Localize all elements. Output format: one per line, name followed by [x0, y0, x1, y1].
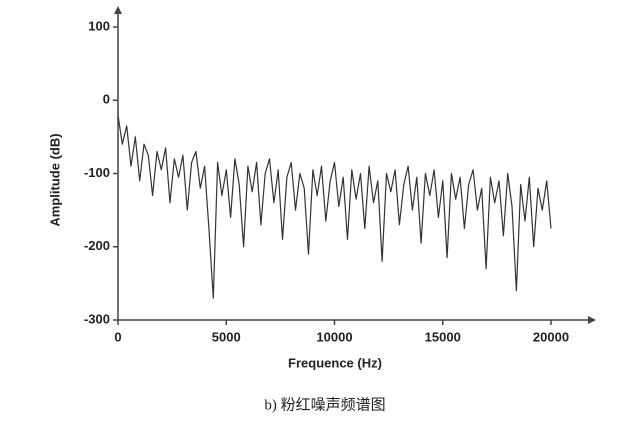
y-axis-title: Amplitude (dB)	[47, 133, 62, 226]
y-tick-label: -100	[84, 165, 110, 180]
x-tick-label: 20000	[533, 329, 569, 344]
x-tick-label: 0	[114, 329, 121, 344]
y-tick-label: 100	[88, 18, 110, 33]
x-tick-label: 15000	[425, 329, 461, 344]
y-tick-label: -200	[84, 238, 110, 253]
x-tick-label: 5000	[212, 329, 241, 344]
axes	[117, 12, 588, 321]
caption: b) 粉红噪声频谱图	[264, 395, 385, 413]
spectrum-line	[117, 114, 552, 299]
y-tick-label: 0	[103, 92, 110, 107]
x-tick-label: 10000	[316, 329, 352, 344]
x-axis-title: Frequence (Hz)	[288, 355, 382, 370]
axis-arrows	[114, 6, 596, 324]
y-tick-label: -300	[84, 311, 110, 326]
